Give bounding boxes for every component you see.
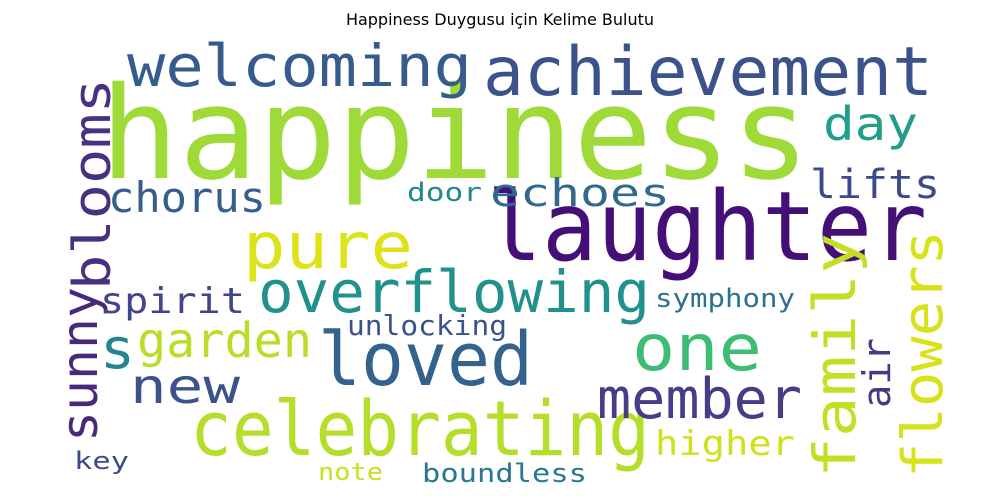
word-welcoming: welcoming — [127, 32, 472, 100]
word-new: new — [130, 359, 240, 415]
word-chorus: chorus — [108, 173, 266, 222]
word-loved: loved — [318, 317, 533, 403]
word-symphony: symphony — [655, 284, 795, 314]
word-boundless: boundless — [422, 459, 587, 489]
word-celebrating: celebrating — [190, 384, 650, 473]
word-one: one — [632, 312, 762, 386]
word-sunny: sunny — [51, 287, 109, 442]
word-lifts: lifts — [810, 162, 940, 208]
word-laughter: laughter — [487, 171, 927, 283]
word-day: day — [823, 97, 918, 151]
word-door: door — [407, 178, 482, 208]
chart-title: Happiness Duygusu için Kelime Bulutu — [345, 10, 655, 29]
word-s: s — [100, 317, 135, 382]
word-family: family — [801, 233, 869, 478]
word-pure: pure — [243, 210, 413, 284]
word-flowers: flowers — [891, 230, 956, 478]
word-garden: garden — [137, 313, 312, 369]
word-note: note — [318, 458, 383, 486]
word-air: air — [855, 338, 899, 408]
word-echoes: echoes — [490, 171, 670, 215]
word-blooms: blooms — [63, 78, 123, 290]
word-happiness: happiness — [100, 60, 810, 209]
word-higher: higher — [655, 424, 795, 464]
word-unlocking: unlocking — [347, 309, 507, 342]
word-overflowing: overflowing — [258, 258, 650, 326]
word-achievement: achievement — [483, 33, 933, 112]
word-member: member — [597, 367, 802, 432]
word-key: key — [74, 447, 129, 475]
word-spirit: spirit — [100, 281, 245, 322]
